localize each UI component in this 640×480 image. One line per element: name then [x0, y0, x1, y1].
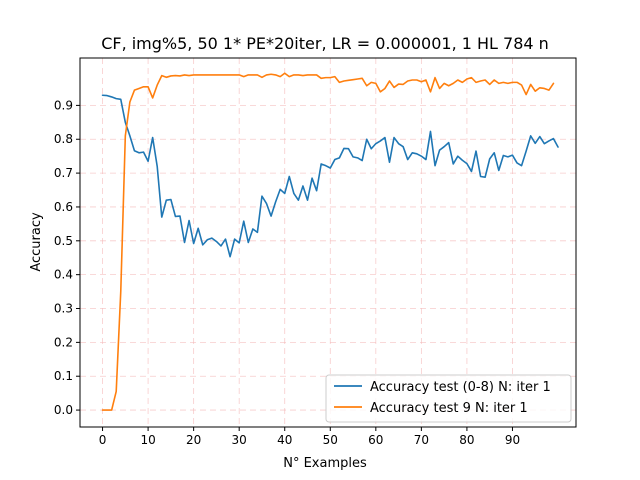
x-tick-label: 0 [99, 433, 107, 447]
legend-label-series-1: Accuracy test 9 N: iter 1 [370, 401, 528, 416]
plot-area-frame [79, 57, 577, 428]
x-tick-label: 50 [323, 433, 338, 447]
y-tick-label: 0.9 [54, 98, 73, 112]
legend: Accuracy test (0-8) N: iter 1 Accuracy t… [325, 374, 572, 423]
x-tick-label: 20 [186, 433, 201, 447]
data-series [101, 72, 559, 411]
legend-label-series-0: Accuracy test (0-8) N: iter 1 [370, 380, 551, 395]
series-line-0 [101, 94, 559, 258]
legend-box [325, 374, 572, 423]
axis-ticks: 0 10 20 30 40 50 60 70 80 90 0.0 0.1 0.2 0.3 0.4 0.5 0.6… [54, 98, 520, 447]
y-tick-label: 0.1 [54, 369, 73, 383]
y-tick-label: 0.4 [54, 268, 73, 282]
x-axis-label: N° Examples [283, 456, 367, 471]
y-tick-label: 0.8 [54, 132, 73, 146]
x-tick-label: 80 [459, 433, 474, 447]
x-tick-label: 10 [140, 433, 155, 447]
y-tick-label: 0.7 [54, 166, 73, 180]
y-tick-label: 0.0 [54, 403, 73, 417]
x-tick-label: 60 [368, 433, 383, 447]
x-tick-label: 70 [414, 433, 429, 447]
y-tick-label: 0.3 [54, 302, 73, 316]
series-line-1 [101, 72, 555, 411]
y-tick-label: 0.2 [54, 335, 73, 349]
y-axis-label: Accuracy [29, 212, 44, 272]
x-tick-label: 40 [277, 433, 292, 447]
chart-title: CF, img%5, 50 1* PE*20iter, LR = 0.00000… [101, 34, 549, 53]
y-tick-label: 0.6 [54, 200, 73, 214]
x-tick-label: 30 [232, 433, 247, 447]
y-tick-label: 0.5 [54, 234, 73, 248]
x-tick-label: 90 [505, 433, 520, 447]
